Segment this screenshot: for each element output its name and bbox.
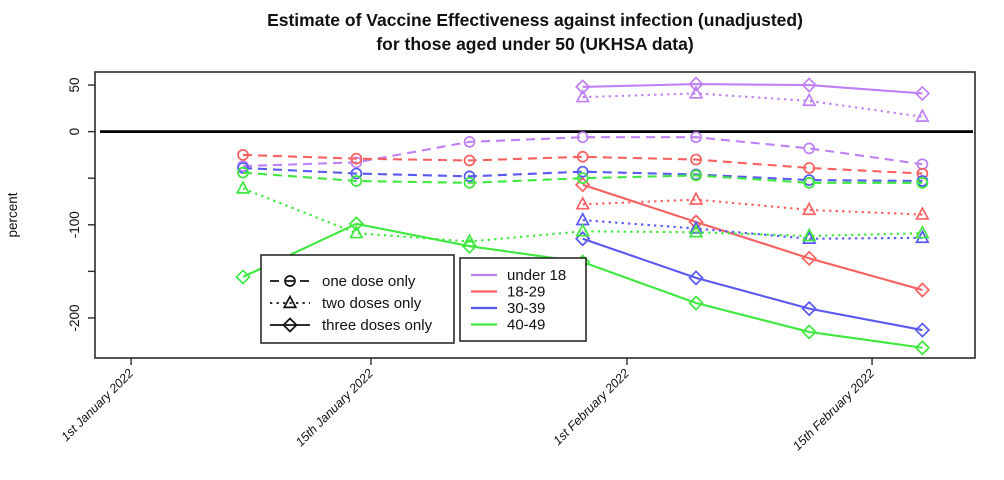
series-line-under-18-one-dose-only — [242, 136, 923, 168]
series-marker-30-39-one-dose-only — [576, 165, 589, 178]
legend-age-groups-box — [459, 257, 587, 342]
series-marker-40-49-two-doses-only — [801, 227, 817, 242]
x-tick-label: 1st February 2022 — [550, 366, 632, 448]
series-line-30-39-three-doses-only — [582, 237, 923, 332]
series-line-40-49-one-dose-only — [242, 171, 923, 184]
series-line-under-18-two-doses-only — [582, 92, 923, 118]
series-marker-40-49-three-doses-only — [348, 216, 365, 232]
legend-age-group-label: under 18 — [507, 267, 566, 284]
legend-linetype-label: three doses only — [322, 317, 433, 334]
y-tick-label: -200 — [67, 304, 82, 331]
series-marker-18-29-one-dose-only — [576, 150, 589, 163]
series-marker-40-49-two-doses-only — [688, 224, 704, 238]
series-marker-18-29-one-dose-only — [237, 149, 249, 161]
series-marker-18-29-two-doses-only — [688, 191, 704, 205]
series-marker-18-29-one-dose-only — [803, 162, 816, 174]
legend-age-group-label: 30-39 — [507, 300, 545, 317]
series-marker-under-18-two-doses-only — [688, 85, 704, 99]
series-marker-under-18-one-dose-only — [463, 136, 476, 148]
series-marker-under-18-two-doses-only — [801, 92, 817, 107]
legend-diamond-icon — [282, 317, 298, 333]
series-marker-under-18-one-dose-only — [350, 156, 363, 169]
series-line-18-29-one-dose-only — [242, 153, 923, 175]
series-marker-40-49-one-dose-only — [463, 177, 476, 189]
series-marker-30-39-three-doses-only — [801, 300, 817, 317]
y-tick-label: 0 — [67, 128, 82, 136]
legend-age-group-label: 40-49 — [507, 317, 545, 334]
y-tick-label: -100 — [67, 211, 82, 238]
series-marker-30-39-two-doses-only — [575, 211, 590, 226]
chart-title-line1: Estimate of Vaccine Effectiveness agains… — [267, 10, 803, 30]
series-marker-under-18-three-doses-only — [914, 85, 931, 102]
series-marker-under-18-two-doses-only — [915, 108, 930, 122]
series-marker-40-49-three-doses-only — [688, 295, 704, 311]
series-line-30-39-two-doses-only — [582, 219, 923, 240]
series-marker-40-49-one-dose-only — [576, 172, 589, 185]
series-marker-40-49-one-dose-only — [916, 177, 929, 189]
series-marker-18-29-one-dose-only — [350, 152, 363, 165]
series-marker-18-29-one-dose-only — [463, 154, 476, 167]
series-marker-30-39-one-dose-only — [463, 170, 476, 183]
series-marker-under-18-three-doses-only — [574, 79, 591, 95]
series-marker-40-49-three-doses-only — [235, 269, 251, 285]
x-tick-label: 15th January 2022 — [293, 366, 376, 449]
series-marker-40-49-one-dose-only — [237, 166, 249, 179]
series-marker-40-49-two-doses-only — [349, 224, 364, 239]
series-marker-18-29-two-doses-only — [915, 206, 930, 220]
y-axis-label: percent — [5, 192, 20, 237]
series-marker-under-18-three-doses-only — [688, 76, 704, 92]
series-marker-40-49-one-dose-only — [690, 169, 702, 182]
series-marker-under-18-one-dose-only — [803, 142, 816, 155]
series-marker-40-49-one-dose-only — [803, 177, 816, 189]
series-marker-18-29-three-doses-only — [801, 250, 817, 267]
legend-linetype-label: one dose only — [322, 273, 416, 290]
series-marker-18-29-two-doses-only — [575, 196, 590, 210]
series-marker-18-29-one-dose-only — [690, 153, 702, 166]
series-marker-30-39-three-doses-only — [574, 231, 591, 247]
series-marker-40-49-three-doses-only — [801, 324, 817, 340]
legend-triangle-icon — [282, 294, 298, 309]
series-marker-18-29-three-doses-only — [914, 282, 931, 298]
legend-age-group-label: 18-29 — [507, 284, 545, 301]
series-line-30-39-one-dose-only — [242, 166, 923, 183]
series-marker-30-39-one-dose-only — [350, 167, 363, 180]
series-marker-under-18-three-doses-only — [801, 77, 817, 93]
x-tick-label: 15th February 2022 — [790, 366, 877, 453]
legend-linetype-label: two doses only — [322, 295, 422, 312]
series-line-18-29-three-doses-only — [582, 183, 923, 292]
series-line-18-29-two-doses-only — [582, 198, 923, 216]
series-marker-under-18-two-doses-only — [575, 88, 590, 103]
plot-border — [94, 71, 976, 359]
series-marker-40-49-three-doses-only — [461, 238, 478, 254]
series-line-under-18-three-doses-only — [582, 83, 923, 95]
series-marker-under-18-one-dose-only — [576, 131, 589, 144]
x-tick-label: 1st January 2022 — [58, 366, 136, 444]
series-marker-18-29-two-doses-only — [801, 201, 817, 216]
series-marker-18-29-three-doses-only — [688, 214, 704, 230]
series-marker-under-18-one-dose-only — [690, 131, 702, 144]
series-marker-18-29-three-doses-only — [574, 177, 591, 193]
series-marker-30-39-three-doses-only — [688, 270, 704, 286]
series-marker-40-49-three-doses-only — [914, 340, 931, 356]
chart-title-line2: for those aged under 50 (UKHSA data) — [376, 34, 693, 54]
legend-circle-icon — [284, 275, 296, 287]
plot-generated-content: 50 0 -100 -200 1st January 2022 15th January … — [58, 71, 976, 453]
series-marker-40-49-two-doses-only — [235, 180, 251, 194]
y-tick-label: 50 — [67, 78, 82, 93]
series-marker-40-49-two-doses-only — [915, 224, 930, 239]
series-marker-30-39-two-doses-only — [801, 230, 817, 245]
series-marker-40-49-one-dose-only — [350, 175, 363, 187]
series-marker-40-49-two-doses-only — [575, 223, 590, 237]
series-marker-30-39-three-doses-only — [914, 322, 931, 338]
